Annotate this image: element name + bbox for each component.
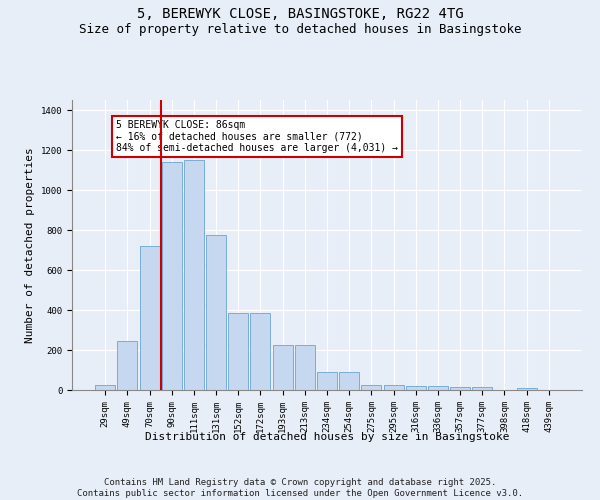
Bar <box>428 386 448 390</box>
Text: 5 BEREWYK CLOSE: 86sqm
← 16% of detached houses are smaller (772)
84% of semi-de: 5 BEREWYK CLOSE: 86sqm ← 16% of detached… <box>116 120 398 153</box>
Bar <box>250 313 271 390</box>
Bar <box>295 345 315 390</box>
Text: 5, BEREWYK CLOSE, BASINGSTOKE, RG22 4TG: 5, BEREWYK CLOSE, BASINGSTOKE, RG22 4TG <box>137 8 463 22</box>
Bar <box>406 386 426 390</box>
Bar <box>361 385 382 390</box>
Bar <box>450 387 470 390</box>
Bar <box>339 372 359 390</box>
Text: Contains HM Land Registry data © Crown copyright and database right 2025.
Contai: Contains HM Land Registry data © Crown c… <box>77 478 523 498</box>
Bar <box>383 385 404 390</box>
Bar <box>184 160 204 390</box>
Bar <box>228 313 248 390</box>
Bar <box>162 162 182 390</box>
Bar <box>118 341 137 390</box>
Text: Size of property relative to detached houses in Basingstoke: Size of property relative to detached ho… <box>79 22 521 36</box>
Bar <box>517 388 536 390</box>
Bar <box>317 372 337 390</box>
Bar <box>140 246 160 390</box>
Text: Distribution of detached houses by size in Basingstoke: Distribution of detached houses by size … <box>145 432 509 442</box>
Bar <box>472 387 492 390</box>
Bar <box>272 345 293 390</box>
Bar <box>95 385 115 390</box>
Y-axis label: Number of detached properties: Number of detached properties <box>25 147 35 343</box>
Bar <box>206 235 226 390</box>
